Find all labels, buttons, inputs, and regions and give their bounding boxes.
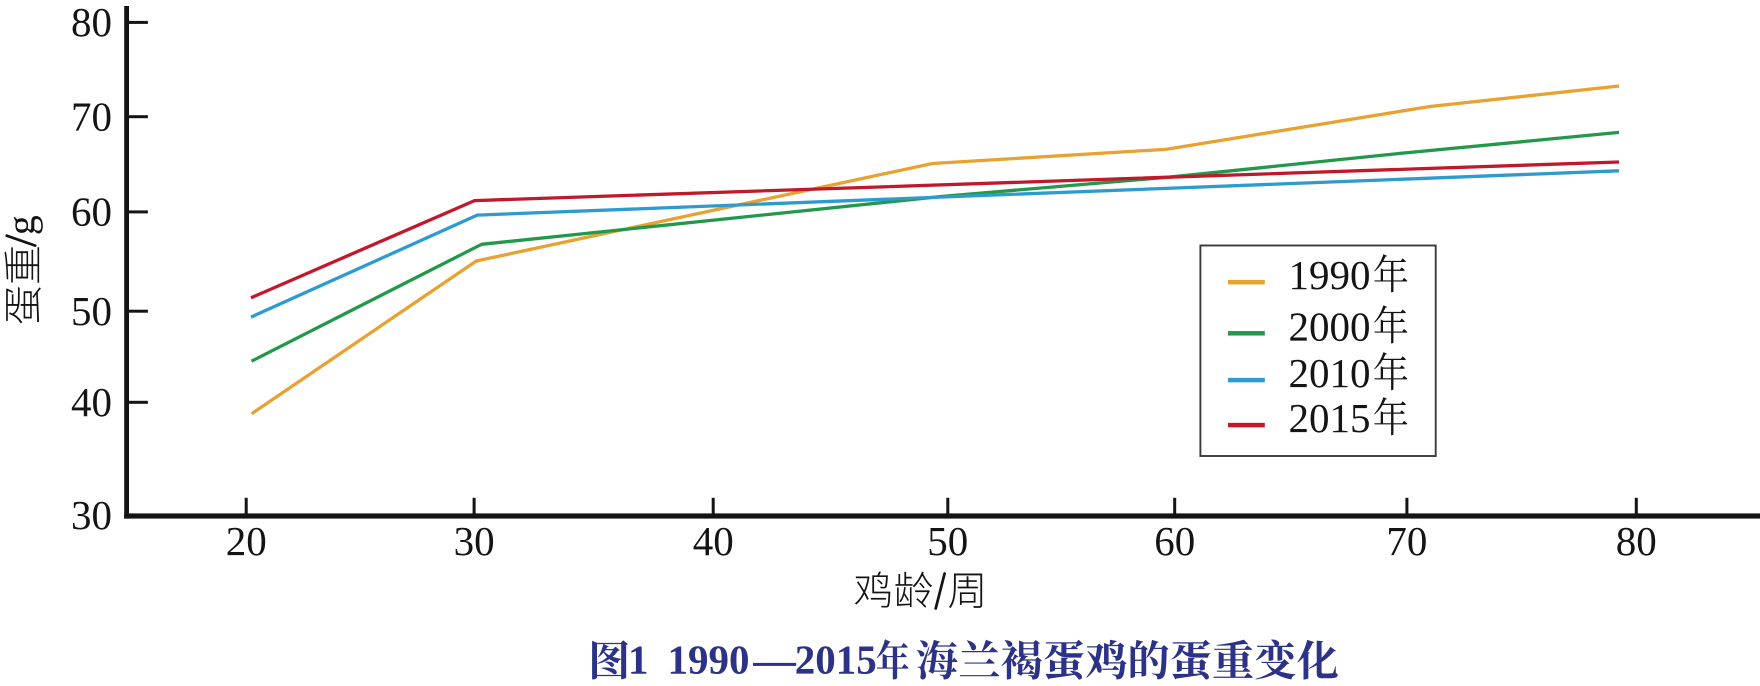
- svg-text:70: 70: [71, 93, 112, 139]
- svg-text:40: 40: [693, 518, 734, 564]
- svg-text:30: 30: [71, 492, 112, 538]
- svg-text:40: 40: [71, 379, 112, 425]
- svg-text:60: 60: [71, 189, 112, 235]
- svg-text:70: 70: [1386, 518, 1427, 564]
- svg-text:30: 30: [454, 518, 495, 564]
- svg-text:60: 60: [1154, 518, 1195, 564]
- svg-text:80: 80: [71, 0, 112, 45]
- svg-text:20: 20: [226, 518, 267, 564]
- svg-text:1990: 1990: [668, 637, 750, 683]
- svg-text:1: 1: [628, 637, 649, 683]
- svg-text:80: 80: [1616, 518, 1657, 564]
- svg-text:2015: 2015: [795, 637, 877, 683]
- svg-text:50: 50: [927, 518, 968, 564]
- svg-text:2010: 2010: [1289, 350, 1371, 396]
- svg-text:50: 50: [71, 288, 112, 334]
- svg-text:1990: 1990: [1289, 252, 1371, 298]
- svg-text:2000: 2000: [1289, 303, 1371, 349]
- svg-text:2015: 2015: [1289, 395, 1371, 441]
